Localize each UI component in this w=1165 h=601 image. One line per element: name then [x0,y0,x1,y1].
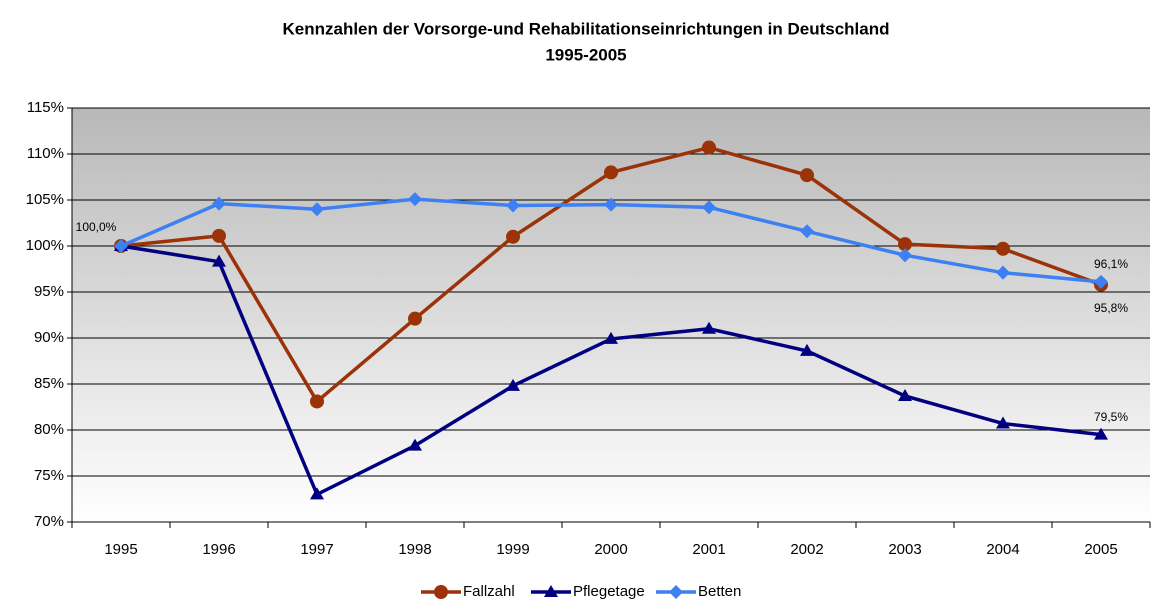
x-tick-label: 1995 [104,541,137,558]
marker [506,198,520,213]
chart-title: 1995-2005 [545,45,626,64]
legend-label: Fallzahl [463,583,515,600]
x-tick-label: 2000 [594,541,627,558]
x-tick-label: 2004 [986,541,1019,558]
marker [898,388,912,401]
marker [114,239,128,253]
y-tick-label: 115% [27,99,64,116]
marker [996,416,1010,429]
marker [800,224,814,239]
x-tick-label: 2002 [790,541,823,558]
marker [702,200,716,215]
marker [408,192,422,207]
y-tick-label: 90% [34,329,64,346]
y-tick-label: 75% [34,467,64,484]
x-tick-label: 1998 [398,541,431,558]
legend-label: Betten [698,583,741,600]
data-label: 96,1% [1094,257,1128,271]
y-tick-label: 95% [34,283,64,300]
marker [1094,427,1108,440]
marker [506,229,520,244]
marker [212,196,226,211]
marker [996,265,1010,280]
marker [212,228,226,243]
marker [800,343,814,356]
marker [800,168,814,183]
marker [898,237,912,252]
y-tick-label: 100% [26,237,64,254]
marker [996,241,1010,256]
y-tick-label: 80% [34,421,64,438]
x-tick-label: 2005 [1084,541,1117,558]
marker [310,202,324,217]
marker [898,248,912,263]
y-tick-label: 105% [26,191,64,208]
y-tick-label: 85% [34,375,64,392]
x-tick-label: 1999 [496,541,529,558]
chart-title: Kennzahlen der Vorsorge-und Rehabilitati… [282,19,889,38]
data-label: 95,8% [1094,301,1128,315]
legend-label: Pflegetage [573,583,645,600]
legend-marker [669,585,683,599]
x-tick-label: 1996 [202,541,235,558]
marker [212,254,226,267]
marker [604,197,618,212]
legend-marker [434,585,448,599]
marker [604,165,618,180]
x-tick-label: 2001 [692,541,725,558]
data-label: 100,0% [76,220,117,234]
y-tick-label: 70% [34,513,64,530]
marker [506,378,520,391]
marker [1094,274,1108,289]
x-tick-label: 1997 [300,541,333,558]
legend-marker [544,585,558,597]
marker [310,487,324,500]
marker [702,140,716,155]
marker [408,311,422,326]
marker [408,438,422,451]
marker [310,394,324,409]
marker [604,331,618,344]
data-label: 79,5% [1094,410,1128,424]
marker [702,321,716,334]
x-tick-label: 2003 [888,541,921,558]
y-tick-label: 110% [27,145,64,162]
